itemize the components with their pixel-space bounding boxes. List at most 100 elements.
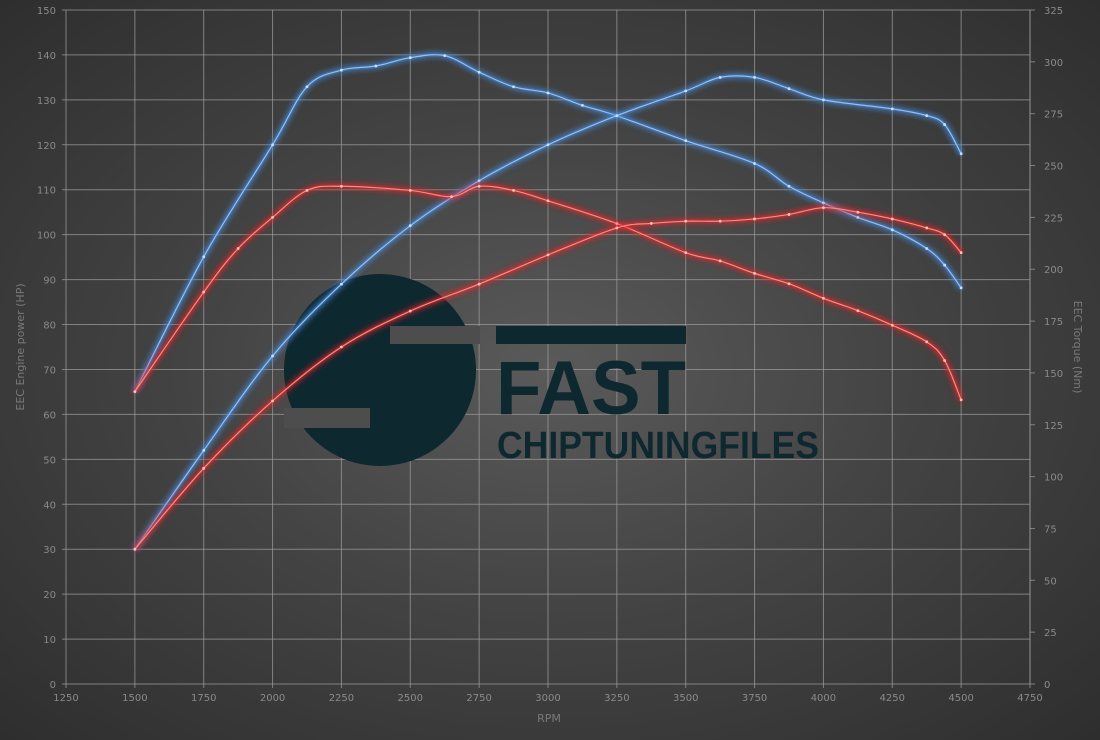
data-point xyxy=(340,184,343,188)
data-point xyxy=(546,143,550,147)
data-point xyxy=(943,233,947,237)
data-point xyxy=(581,103,584,107)
x-axis-label: RPM xyxy=(537,712,561,725)
y-right-tick-label: 325 xyxy=(1044,6,1063,17)
data-point xyxy=(374,64,378,68)
data-point xyxy=(615,114,619,117)
series-group xyxy=(133,52,963,551)
x-tick-label: 1250 xyxy=(53,693,78,704)
y-right-tick-label: 225 xyxy=(1044,213,1063,224)
data-point xyxy=(477,282,481,286)
data-point xyxy=(340,68,343,72)
y-left-tick-label: 130 xyxy=(37,96,56,107)
x-tick-label: 3000 xyxy=(535,693,560,704)
y-right-axis-label: EEC Torque (Nm) xyxy=(1071,301,1084,394)
data-point xyxy=(202,466,206,470)
data-point xyxy=(271,399,274,403)
y-right-tick-label: 100 xyxy=(1044,473,1063,484)
data-point xyxy=(133,547,137,551)
data-point xyxy=(925,114,929,117)
data-point xyxy=(684,219,688,223)
data-point xyxy=(822,98,825,102)
data-point xyxy=(477,70,481,74)
y-left-tick-label: 50 xyxy=(43,455,56,466)
stock-torque-line xyxy=(134,185,962,401)
data-point xyxy=(408,224,412,228)
y-left-axis-label: EEC Engine power (HP) xyxy=(14,283,27,410)
data-point xyxy=(925,226,929,230)
data-point xyxy=(408,309,412,313)
x-tick-label: 3750 xyxy=(742,693,767,704)
data-point xyxy=(856,309,860,313)
data-point xyxy=(450,195,453,199)
y-left-tick-label: 60 xyxy=(43,410,56,421)
data-point xyxy=(925,247,929,250)
data-point xyxy=(959,398,963,402)
data-point xyxy=(202,255,206,259)
fast-chiptuningfiles-logo: FAST CHIPTUNINGFILES xyxy=(284,274,819,467)
data-point xyxy=(133,390,137,393)
data-point xyxy=(236,247,240,250)
data-point xyxy=(684,89,688,93)
y-left-tick-label: 150 xyxy=(37,6,56,17)
y-left-tick-label: 110 xyxy=(37,186,56,197)
data-point xyxy=(615,226,619,230)
y-left-tick-label: 40 xyxy=(43,500,56,511)
y-left-tick-label: 30 xyxy=(43,545,56,556)
stock-power-line xyxy=(134,207,962,550)
data-point xyxy=(271,354,274,358)
grid xyxy=(62,9,1035,688)
data-point xyxy=(546,91,550,95)
x-tick-label: 2500 xyxy=(398,693,423,704)
y-right-tick-label: 150 xyxy=(1044,369,1063,380)
data-point xyxy=(753,217,756,221)
y-left-tick-label: 140 xyxy=(37,51,56,62)
data-point xyxy=(943,123,947,126)
y-left-tick-label: 0 xyxy=(50,680,56,691)
x-tick-label: 2250 xyxy=(329,693,354,704)
y-left-tick-label: 90 xyxy=(43,276,56,287)
data-point xyxy=(943,263,947,267)
data-point xyxy=(305,85,309,89)
data-point xyxy=(684,251,688,255)
y-right-tick-label: 300 xyxy=(1044,58,1063,69)
x-tick-label: 3500 xyxy=(673,693,698,704)
data-point xyxy=(408,56,412,60)
x-tick-label: 4500 xyxy=(948,693,973,704)
x-tick-label: 1750 xyxy=(191,693,216,704)
data-point xyxy=(753,271,756,275)
y-left-tick-label: 20 xyxy=(43,590,56,601)
data-point xyxy=(943,359,947,362)
data-point xyxy=(959,286,963,290)
data-point xyxy=(822,206,825,210)
data-point xyxy=(512,189,515,192)
x-tick-label: 2000 xyxy=(260,693,285,704)
data-point xyxy=(787,213,791,216)
data-point xyxy=(477,184,481,188)
x-tick-label: 3250 xyxy=(604,693,629,704)
data-point xyxy=(546,199,550,203)
y-right-tick-label: 0 xyxy=(1044,680,1050,691)
y-left-tick-label: 100 xyxy=(37,231,56,242)
y-right-tick-label: 175 xyxy=(1044,317,1063,328)
y-left-tick-label: 120 xyxy=(37,141,56,152)
data-point xyxy=(546,253,550,257)
y-right-tick-label: 200 xyxy=(1044,265,1063,276)
x-tick-label: 1500 xyxy=(122,693,147,704)
data-point xyxy=(684,139,688,143)
data-point xyxy=(305,189,309,192)
data-point xyxy=(890,323,894,327)
data-point xyxy=(271,143,274,147)
data-point xyxy=(649,222,653,225)
y-right-tick-label: 275 xyxy=(1044,110,1063,121)
data-point xyxy=(787,87,791,91)
data-point xyxy=(890,217,894,221)
data-point xyxy=(753,76,756,79)
data-point xyxy=(787,184,791,188)
data-point xyxy=(753,162,756,165)
y-left-tick-label: 10 xyxy=(43,635,56,646)
y-right-tick-label: 50 xyxy=(1044,576,1057,587)
data-point xyxy=(615,222,619,226)
data-point xyxy=(718,76,722,79)
